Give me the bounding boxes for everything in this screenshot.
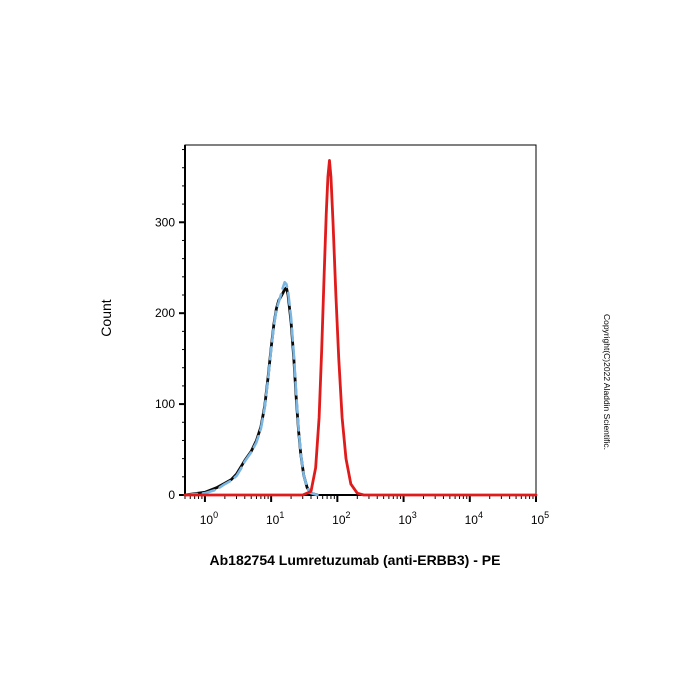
control-blue-dashed-curve: [183, 280, 319, 497]
x-tick-label: 104: [465, 510, 483, 527]
y-tick-label: 0: [168, 488, 175, 502]
x-tick-label: 101: [266, 510, 284, 527]
x-axis-title: Ab182754 Lumretuzumab (anti-ERBB3) - PE: [210, 552, 501, 568]
y-tick-label: 100: [155, 397, 175, 411]
control-black-curve: [183, 286, 319, 497]
x-axis-ticks: 100 101 102 103 104 105: [184, 495, 549, 527]
x-tick-label: 103: [398, 510, 416, 527]
antibody-red-curve: [183, 159, 538, 497]
x-tick-label: 100: [200, 510, 218, 527]
x-tick-label: 102: [332, 510, 350, 527]
x-tick-label: 105: [531, 510, 549, 527]
y-axis-ticks: 0 100 200 300: [155, 149, 185, 502]
copyright-watermark: Copyright(C)2022 Aladdin Scientific.: [602, 314, 612, 450]
y-tick-label: 300: [155, 215, 175, 229]
y-tick-label: 200: [155, 306, 175, 320]
plot-frame: [184, 144, 537, 496]
y-axis-title: Count: [98, 299, 114, 336]
series-layer: [183, 159, 538, 497]
